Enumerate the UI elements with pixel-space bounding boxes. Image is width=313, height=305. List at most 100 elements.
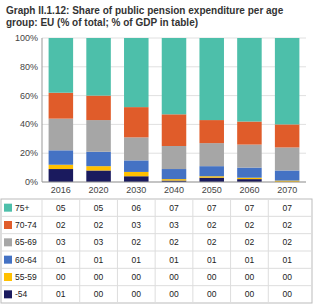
bar-segment [162, 38, 187, 114]
table-cell: 03 [56, 237, 66, 247]
table-cell: 01 [94, 255, 104, 265]
y-axis-line [42, 38, 43, 182]
bar-segment [199, 143, 224, 166]
bar-segment [275, 38, 300, 124]
table-cell: 01 [169, 255, 179, 265]
x-tick-label: 2030 [126, 185, 146, 195]
bar-segment [199, 120, 224, 143]
table-cell: 00 [245, 272, 255, 282]
table-cell: 03 [132, 220, 142, 230]
table-row-label: 65-69 [15, 237, 37, 247]
title-line: Graph II.1.12: Share of public pension e… [6, 5, 284, 16]
table-cell: 02 [169, 237, 179, 247]
x-tick-label: 2016 [51, 185, 71, 195]
table-cell: 07 [245, 203, 255, 213]
y-tick-label: 40% [20, 119, 38, 129]
title-line: group: EU (% of total; % of GDP in table… [6, 17, 198, 28]
legend-swatch [4, 290, 12, 298]
bar-segment [86, 96, 111, 120]
table-cell: 03 [94, 237, 104, 247]
table-cell: 01 [56, 255, 66, 265]
table: 75+0505060707070770-740202030302020265-6… [1, 199, 312, 303]
bar-segment [275, 170, 300, 180]
x-tick-label: 2070 [277, 185, 297, 195]
grid-line [42, 182, 306, 183]
bar-segment [124, 176, 149, 182]
bar-segment [124, 107, 149, 137]
table-row-line [1, 233, 312, 234]
table-cell: 02 [94, 220, 104, 230]
x-tick-label: 2040 [164, 185, 184, 195]
table-row-line [1, 268, 312, 269]
legend-swatch [4, 204, 12, 212]
table-cell: 07 [282, 203, 292, 213]
table-cell: 02 [56, 220, 66, 230]
table-cell: 05 [56, 203, 66, 213]
table-border [1, 199, 312, 303]
table-cell: 02 [282, 237, 292, 247]
bar-segment [237, 145, 262, 168]
bar-segment [86, 166, 111, 170]
bar-segment [124, 160, 149, 172]
table-cell: 00 [207, 272, 217, 282]
bar-segment [237, 122, 262, 145]
table-cell: 00 [94, 289, 104, 299]
table-cell: 02 [132, 237, 142, 247]
bar-segment [199, 178, 224, 182]
table-cell: 00 [245, 289, 255, 299]
x-tick-label: 2020 [89, 185, 109, 195]
table-cell: 01 [245, 255, 255, 265]
table-cell: 01 [282, 255, 292, 265]
table-row-line [1, 285, 312, 286]
bar-segment [124, 172, 149, 176]
table-row-label: -54 [15, 289, 28, 299]
table-cell: 02 [245, 237, 255, 247]
table-cell: 03 [169, 220, 179, 230]
bar-segment [86, 38, 111, 96]
table-cell: 00 [282, 272, 292, 282]
table-row-label: 55-59 [15, 272, 37, 282]
bar-segment [49, 165, 74, 169]
legend-swatch [4, 273, 12, 281]
bar-segment [49, 93, 74, 119]
bar-segment [199, 166, 224, 176]
bar-segment [237, 178, 262, 179]
grid [42, 38, 306, 182]
bar-segment [49, 119, 74, 151]
title: Graph II.1.12: Share of public pension e… [6, 5, 284, 28]
bar-segment [199, 176, 224, 177]
table-cell: 00 [132, 272, 142, 282]
x-tick-label: 2060 [239, 185, 259, 195]
table-row-label: 75+ [15, 203, 29, 213]
bar-segment [49, 38, 74, 93]
table-cell: 01 [207, 255, 217, 265]
y-tick-label: 80% [20, 62, 38, 72]
table-cell: 00 [169, 272, 179, 282]
bar-segment [86, 152, 111, 166]
table-cell: 00 [169, 289, 179, 299]
table-cell: 02 [282, 220, 292, 230]
y-tick-label: 20% [20, 148, 38, 158]
y-tick-label: 100% [15, 33, 38, 43]
bar-segment [199, 38, 224, 120]
table-cell: 05 [94, 203, 104, 213]
table-cell: 02 [207, 237, 217, 247]
bar-segment [86, 170, 111, 182]
table-cell: 00 [207, 289, 217, 299]
x-tick-label: 2050 [202, 185, 222, 195]
table-row-line [1, 251, 312, 252]
legend-swatch [4, 238, 12, 246]
bar-segment [162, 114, 187, 146]
bar-segment [49, 169, 74, 182]
x-axis-line [42, 182, 306, 183]
bar-segment [49, 150, 74, 164]
bar-segment [275, 147, 300, 170]
table-cell: 00 [56, 272, 66, 282]
y-tick-label: 0% [25, 177, 38, 187]
bar-segment [86, 120, 111, 152]
table-row-line [1, 216, 312, 217]
table-cell: 01 [132, 255, 142, 265]
table-cell: 07 [207, 203, 217, 213]
bar-segment [162, 179, 187, 180]
table-row-label: 70-74 [15, 220, 37, 230]
